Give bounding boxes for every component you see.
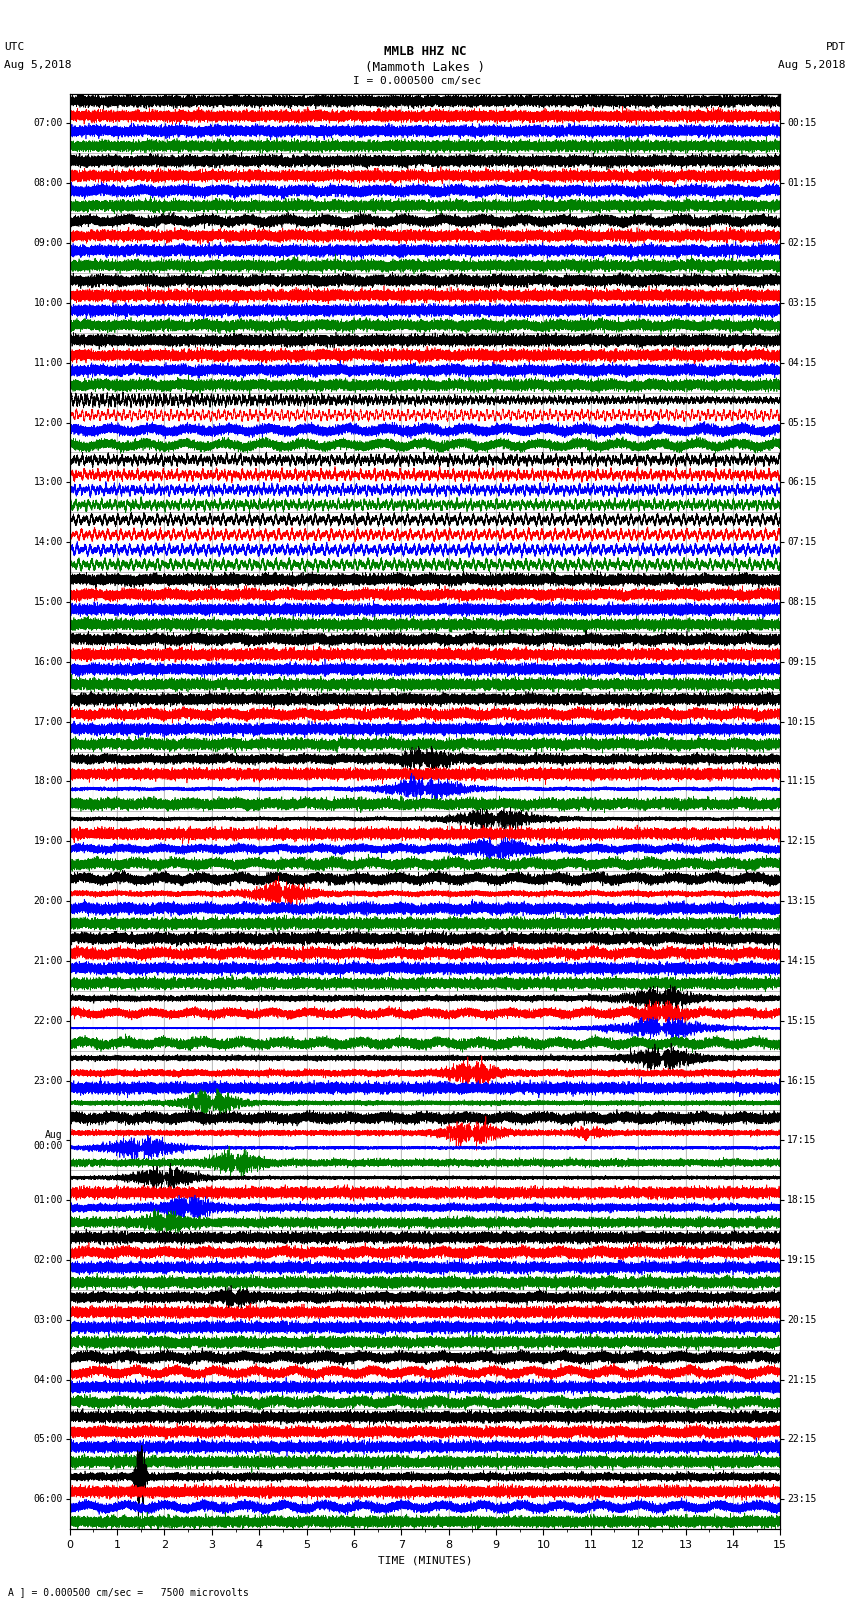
Text: A ] = 0.000500 cm/sec =   7500 microvolts: A ] = 0.000500 cm/sec = 7500 microvolts xyxy=(8,1587,249,1597)
Text: I = 0.000500 cm/sec: I = 0.000500 cm/sec xyxy=(353,76,481,85)
Text: (Mammoth Lakes ): (Mammoth Lakes ) xyxy=(365,61,485,74)
Text: UTC: UTC xyxy=(4,42,25,52)
Text: Aug 5,2018: Aug 5,2018 xyxy=(4,60,71,69)
Text: Aug 5,2018: Aug 5,2018 xyxy=(779,60,846,69)
X-axis label: TIME (MINUTES): TIME (MINUTES) xyxy=(377,1555,473,1565)
Text: MMLB HHZ NC: MMLB HHZ NC xyxy=(383,45,467,58)
Text: PDT: PDT xyxy=(825,42,846,52)
